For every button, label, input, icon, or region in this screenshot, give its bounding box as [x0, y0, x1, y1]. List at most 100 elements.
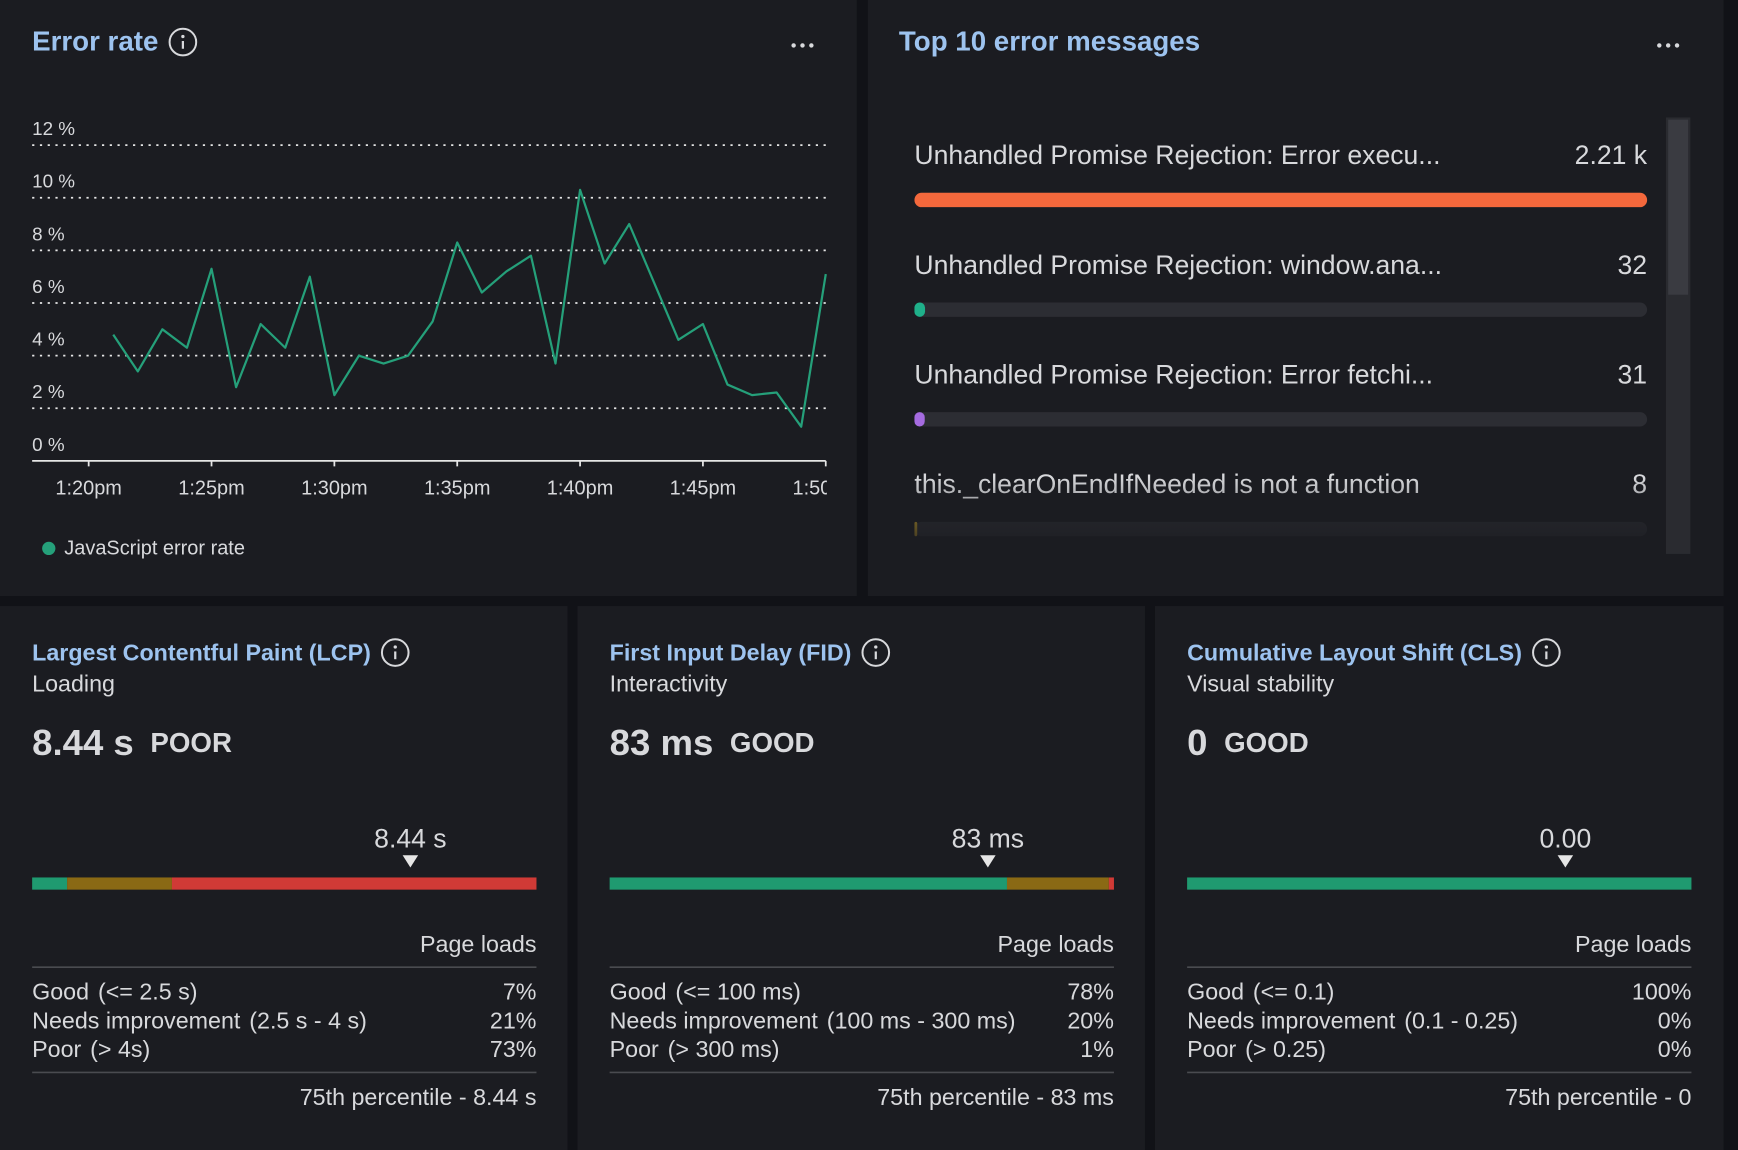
legend-marker [42, 541, 56, 556]
row-percent: 7% [503, 979, 537, 1005]
x-axis: 1:20pm 1:25pm 1:30pm 1:35pm 1:40pm 1:45pm 1:50… [55, 460, 860, 500]
row-range: (<= 0.1) [1253, 979, 1335, 1005]
error-rate-panel [0, 0, 857, 597]
info-icon[interactable] [380, 638, 410, 667]
row-range: (> 300 ms) [668, 1036, 780, 1062]
error-message: Unhandled Promise Rejection: Error fetch… [914, 359, 1433, 389]
error-message: Unhandled Promise Rejection: Error execu… [914, 140, 1440, 170]
table-header: Page loads [420, 931, 536, 957]
error-count: 2.21 k [1575, 140, 1648, 170]
vital-status: GOOD [1224, 727, 1309, 758]
marker [980, 855, 996, 868]
info-circle [1532, 638, 1561, 667]
distribution-segment [67, 877, 172, 890]
marker-label: 0.00 [1539, 824, 1591, 854]
vital-value: 8.44 s [32, 722, 134, 763]
row-label: Needs improvement [32, 1007, 241, 1033]
row-range: (<= 100 ms) [675, 979, 800, 1005]
row-range: (<= 2.5 s) [98, 979, 198, 1005]
distribution-segment [1187, 877, 1692, 890]
row-range: (100 ms - 300 ms) [827, 1007, 1016, 1033]
vital-subtitle: Loading [32, 671, 115, 697]
row-label: Poor [1187, 1036, 1236, 1062]
error-count: 31 [1618, 359, 1648, 389]
panel-title: Top 10 error messages [899, 25, 1200, 56]
info-icon[interactable] [168, 27, 198, 57]
x-tick-label: 1:25pm [178, 478, 245, 500]
row-label: Good [1187, 979, 1244, 1005]
info-dot [1544, 645, 1549, 649]
vital-subtitle: Interactivity [610, 671, 728, 697]
distribution-segment [609, 877, 1007, 890]
row-percent: 21% [490, 1007, 537, 1033]
x-tick-label: 1:40pm [547, 478, 614, 500]
row-percent: 100% [1632, 979, 1692, 1005]
row-range: (> 4s) [90, 1036, 150, 1062]
row-label: Good [610, 979, 667, 1005]
vital-footer: 75th percentile - 83 ms [877, 1084, 1114, 1110]
error-count: 32 [1618, 250, 1648, 280]
vital-title: Cumulative Layout Shift (CLS) [1187, 640, 1522, 666]
info-circle [380, 638, 410, 667]
panel-title: Error rate [32, 25, 158, 56]
vital-subtitle: Visual stability [1187, 671, 1334, 697]
marker [402, 855, 419, 868]
error-bar [914, 192, 1648, 208]
scrollbar-thumb[interactable] [1668, 119, 1689, 295]
info-icon[interactable] [861, 638, 891, 667]
vital-footer: 75th percentile - 8.44 s [300, 1084, 537, 1110]
bar-track [914, 412, 1648, 427]
table-header: Page loads [1575, 931, 1691, 957]
x-tick-label: 1:20pm [55, 478, 122, 500]
distribution-segment [32, 877, 68, 890]
y-tick-label: 12 % [32, 118, 75, 139]
table-header: Page loads [998, 931, 1114, 957]
row-label: Needs improvement [1187, 1007, 1396, 1033]
x-tick-label: 1:50pm [793, 478, 860, 500]
x-tick-label: 1:35pm [424, 478, 491, 500]
row-range: (> 0.25) [1245, 1036, 1326, 1062]
marker-label: 83 ms [952, 824, 1024, 854]
marker [1557, 855, 1574, 868]
x-tick-label: 1:30pm [301, 478, 368, 500]
vital-value: 0 [1187, 722, 1207, 763]
error-bar [914, 302, 926, 317]
row-percent: 73% [490, 1036, 537, 1062]
vital-status: POOR [150, 727, 232, 758]
info-circle [861, 638, 891, 667]
error-message: Unhandled Promise Rejection: window.ana.… [914, 250, 1442, 280]
row-label: Poor [32, 1036, 81, 1062]
y-tick-label: 10 % [32, 171, 75, 192]
info-dot [874, 645, 878, 649]
menu-button[interactable] [791, 43, 814, 48]
x-tick-label: 1:45pm [670, 478, 737, 500]
bar-track [914, 302, 1648, 317]
menu-button[interactable] [1657, 43, 1680, 48]
row-range: (0.1 - 0.25) [1404, 1007, 1518, 1033]
legend-label: JavaScript error rate [64, 537, 245, 559]
fade [875, 476, 1665, 560]
y-tick-label: 0 % [32, 434, 65, 455]
y-tick-label: 8 % [32, 223, 65, 244]
distribution-segment [1108, 877, 1114, 890]
distribution-segment [1006, 877, 1109, 890]
row-percent: 20% [1067, 1007, 1114, 1033]
row-label: Poor [610, 1036, 659, 1062]
y-tick-label: 2 % [32, 381, 65, 402]
distribution-segment [171, 877, 537, 890]
row-label: Good [32, 979, 89, 1005]
row-percent: 78% [1067, 979, 1114, 1005]
row-label: Needs improvement [610, 1007, 819, 1033]
y-tick-label: 4 % [32, 329, 65, 350]
row-percent: 1% [1080, 1036, 1114, 1062]
row-percent: 0% [1658, 1036, 1692, 1062]
vital-value: 83 ms [610, 722, 714, 763]
marker-label: 8.44 s [374, 824, 446, 854]
vital-footer: 75th percentile - 0 [1505, 1084, 1691, 1110]
vital-title: Largest Contentful Paint (LCP) [32, 640, 371, 666]
error-bar [914, 412, 925, 427]
info-icon[interactable] [1532, 638, 1561, 667]
row-percent: 0% [1658, 1007, 1692, 1033]
